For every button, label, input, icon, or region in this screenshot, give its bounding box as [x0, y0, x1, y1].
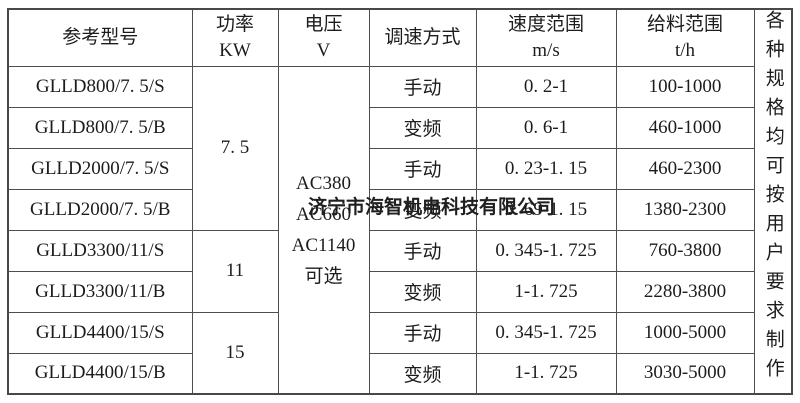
table-header-row: 参考型号 功率 KW 电压 V 调速方式 速度范围 m/s 给料范围 t/h: [7, 8, 793, 395]
header-model-label: 参考型号: [62, 26, 139, 48]
cell-power-group-3: 15: [191, 311, 279, 395]
cell-model-6: GLLD3300/11/B: [7, 270, 193, 313]
cell-speed-2: 0. 6-1: [475, 106, 617, 149]
table-row: GLLD3300/11/B 变频 1-1. 725 2280-3800: [7, 270, 792, 313]
cell-mode-2: 变频: [368, 106, 477, 149]
header-voltage-label: 电压: [304, 13, 343, 35]
header-speed-unit: m/s: [532, 39, 560, 61]
cell-speed-5: 0. 345-1. 725: [475, 229, 617, 272]
side-note-cell: 各种规格均可按用户要求制作: [753, 8, 793, 395]
header-feed-unit: t/h: [674, 39, 696, 61]
cell-model-3: GLLD2000/7. 5/S: [7, 147, 193, 190]
voltage-option-4: 可选: [304, 265, 343, 287]
voltage-option-2: AC660: [296, 203, 351, 225]
cell-speed-3: 0. 23-1. 15: [475, 147, 617, 190]
company-watermark: 济宁市海智机电科技有限公司: [308, 197, 556, 218]
header-mode-label: 调速方式: [384, 26, 461, 48]
voltage-option-3: AC1140: [291, 234, 356, 256]
voltage-option-1: AC380: [296, 172, 351, 194]
cell-feed-4: 1380-2300: [615, 188, 755, 231]
cell-model-2: GLLD800/7. 5/B: [7, 106, 193, 149]
cell-voltage: AC380 AC660 AC1140 可选: [277, 65, 370, 395]
cell-mode-3: 手动: [368, 147, 477, 190]
header-power-label: 功率: [215, 13, 254, 35]
cell-speed-8: 1-1. 725: [475, 352, 617, 395]
cell-mode-8: 变频: [368, 352, 477, 395]
header-voltage: 电压 V: [277, 8, 370, 67]
cell-model-1: GLLD800/7. 5/S: [7, 65, 193, 108]
cell-model-5: GLLD3300/11/S: [7, 229, 193, 272]
header-mode: 调速方式: [368, 8, 477, 67]
cell-model-4: GLLD2000/7. 5/B: [7, 188, 193, 231]
header-feed: 给料范围 t/h: [615, 8, 755, 67]
cell-power-group-1: 7. 5: [191, 65, 279, 231]
cell-speed-7: 0. 345-1. 725: [475, 311, 617, 354]
cell-feed-6: 2280-3800: [615, 270, 755, 313]
cell-mode-5: 手动: [368, 229, 477, 272]
cell-feed-2: 460-1000: [615, 106, 755, 149]
table-row: GLLD2000/7. 5/S 手动 0. 23-1. 15 460-2300: [7, 147, 792, 190]
table-row: GLLD800/7. 5/B 变频 0. 6-1 460-1000: [7, 106, 792, 149]
cell-speed-6: 1-1. 725: [475, 270, 617, 313]
cell-mode-7: 手动: [368, 311, 477, 354]
cell-model-8: GLLD4400/15/B: [7, 352, 193, 395]
cell-mode-1: 手动: [368, 65, 477, 108]
cell-feed-5: 760-3800: [615, 229, 755, 272]
cell-feed-3: 460-2300: [615, 147, 755, 190]
cell-feed-1: 100-1000: [615, 65, 755, 108]
cell-model-7: GLLD4400/15/S: [7, 311, 193, 354]
header-power-unit: KW: [219, 39, 251, 61]
cell-speed-4: 0. 69-1. 15: [475, 188, 617, 231]
table-row: GLLD4400/15/S 15 手动 0. 345-1. 725 1000-5…: [7, 311, 792, 395]
spec-table: 参考型号 功率 KW 电压 V 调速方式 速度范围 m/s 给料范围 t/h: [7, 8, 793, 395]
header-feed-label: 给料范围: [646, 13, 723, 35]
header-speed: 速度范围 m/s: [475, 8, 617, 67]
table-row: GLLD800/7. 5/S 7. 5 AC380 AC660 AC1140 可…: [7, 65, 792, 395]
header-voltage-unit: V: [316, 39, 331, 61]
header-model: 参考型号: [7, 8, 193, 67]
cell-feed-7: 1000-5000: [615, 311, 755, 354]
header-speed-label: 速度范围: [507, 13, 584, 35]
cell-power-group-2: 11: [191, 229, 279, 313]
cell-feed-8: 3030-5000: [615, 352, 755, 395]
table-row: GLLD2000/7. 5/B 变频 0. 69-1. 15 1380-2300: [7, 188, 792, 231]
table-row: GLLD4400/15/B 变频 1-1. 725 3030-5000: [7, 352, 792, 395]
side-note-text: 各种规格均可按用户要求制作: [762, 10, 784, 387]
cell-mode-6: 变频: [368, 270, 477, 313]
table-row: GLLD3300/11/S 11 手动 0. 345-1. 725 760-38…: [7, 229, 792, 313]
cell-speed-1: 0. 2-1: [475, 65, 617, 108]
header-power: 功率 KW: [191, 8, 279, 67]
